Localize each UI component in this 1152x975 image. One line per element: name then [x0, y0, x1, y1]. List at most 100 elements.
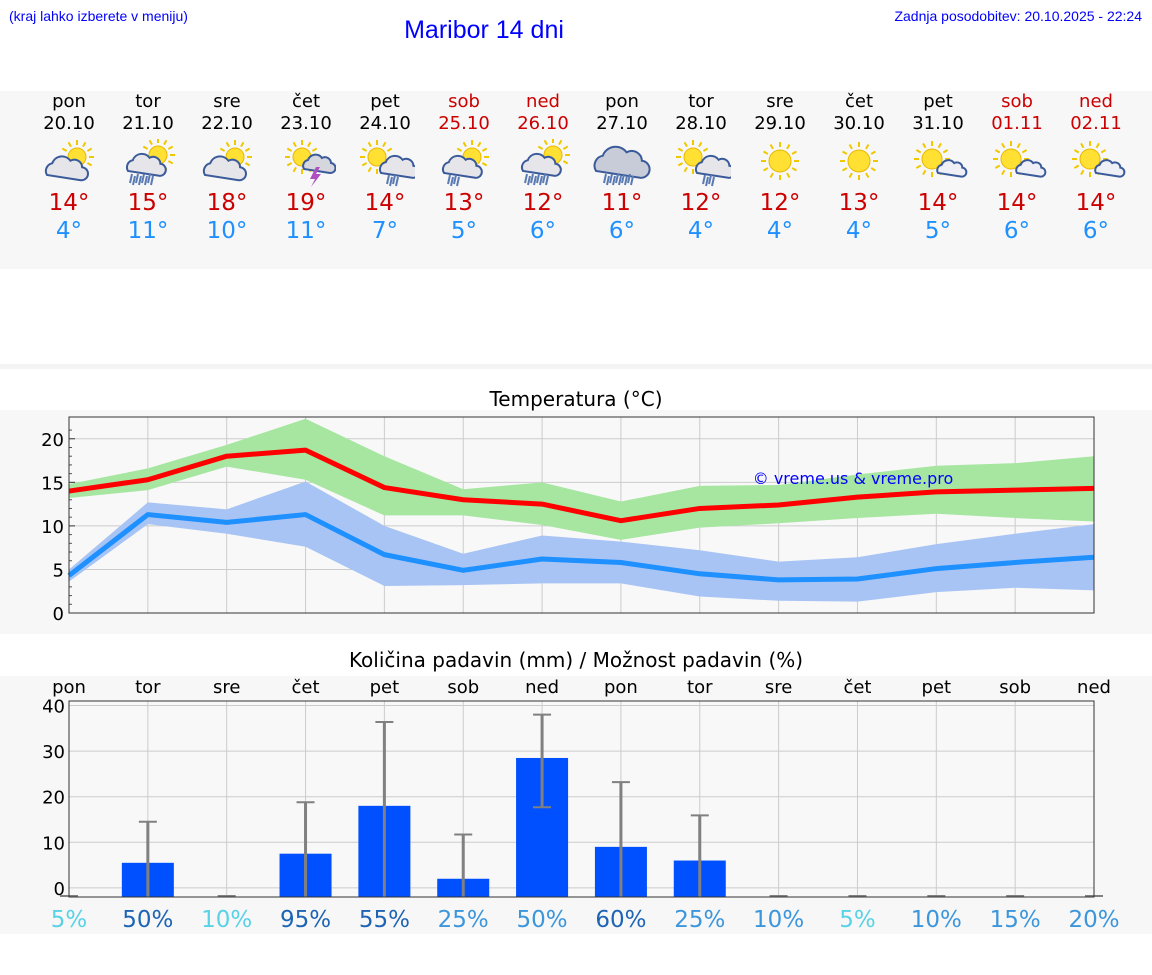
x-category-label: pon	[52, 677, 86, 698]
plot-frame	[68, 700, 1095, 898]
x-category-label: sob	[447, 677, 479, 698]
max-temp: 13°	[838, 190, 880, 216]
min-temp: 5°	[924, 218, 952, 244]
sun-icon	[761, 142, 799, 180]
min-temp-range-band	[69, 481, 1094, 602]
y-tick-label: 10	[41, 517, 64, 538]
x-category-label: ned	[525, 677, 559, 698]
max-temp: 12°	[759, 190, 801, 216]
x-category-label: pet	[922, 677, 952, 698]
y-tick-label: 30	[42, 742, 65, 763]
separator	[0, 364, 1152, 369]
y-tick-label: 20	[42, 788, 65, 809]
plot-area	[69, 701, 1094, 897]
max-temp: 15°	[127, 190, 169, 216]
day-name: pon	[52, 91, 86, 112]
x-category-label: čet	[843, 677, 871, 698]
x-category-label: tor	[135, 677, 161, 698]
min-temp: 10°	[206, 218, 248, 244]
day-column: ned 02.11 14° 6°	[1056, 91, 1136, 245]
day-column: pet 31.10 14° 5°	[898, 91, 978, 245]
precip-probability-label: 25%	[438, 907, 489, 933]
min-temp: 4°	[766, 218, 794, 244]
max-temp: 14°	[917, 190, 959, 216]
day-name: tor	[688, 91, 714, 112]
min-temp: 6°	[1003, 218, 1031, 244]
precip-probability-label: 95%	[280, 907, 331, 933]
min-temp: 4°	[55, 218, 83, 244]
precip-probability-label: 20%	[1068, 907, 1119, 933]
day-column: čet 23.10 19° 11°	[266, 91, 346, 245]
max-temp: 11°	[601, 190, 643, 216]
max-temp: 18°	[206, 190, 248, 216]
y-tick-label: 5	[53, 560, 64, 581]
precip-probability-label: 50%	[517, 907, 568, 933]
watermark: © vreme.us & vreme.pro	[753, 469, 954, 488]
min-temp: 6°	[529, 218, 557, 244]
x-category-label: sre	[213, 677, 240, 698]
day-column: sre 22.10 18° 10°	[187, 91, 267, 245]
max-temp: 14°	[996, 190, 1038, 216]
y-tick-label: 10	[42, 833, 65, 854]
x-category-label: pon	[604, 677, 638, 698]
day-name: pon	[605, 91, 639, 112]
precip-probability-label: 5%	[839, 907, 876, 933]
day-date: 22.10	[201, 113, 253, 134]
y-tick-label: 40	[42, 697, 65, 718]
min-temp: 4°	[845, 218, 873, 244]
day-name: tor	[135, 91, 161, 112]
max-temp: 14°	[364, 190, 406, 216]
min-temp: 11°	[285, 218, 327, 244]
day-name: ned	[526, 91, 560, 112]
page-title: Maribor 14 dni	[404, 16, 564, 44]
partly-cloudy-icon	[44, 140, 94, 182]
min-temp: 6°	[1082, 218, 1110, 244]
day-column: čet 30.10 13° 4°	[819, 91, 899, 245]
max-temp: 14°	[1075, 190, 1117, 216]
sun-icon	[840, 142, 878, 180]
day-name: ned	[1079, 91, 1113, 112]
day-date: 02.11	[1070, 113, 1122, 134]
precipitation-chart-title: Količina padavin (mm) / Možnost padavin …	[348, 648, 804, 672]
day-column: ned 26.10 12° 6°	[503, 91, 583, 245]
sun-cloud-rain-icon	[676, 140, 731, 187]
y-tick-label: 0	[53, 604, 64, 625]
x-category-label: čet	[292, 677, 320, 698]
day-name: čet	[291, 91, 321, 112]
precip-probability-label: 60%	[595, 907, 646, 933]
min-temp: 6°	[608, 218, 636, 244]
location-menu-hint: (kraj lahko izberete v meniju)	[9, 8, 188, 24]
precip-probability-label: 50%	[122, 907, 173, 933]
precip-probability-label: 5%	[51, 907, 88, 933]
temperature-chart: 0 5 10 15 20 © vreme.us & vreme.pro	[41, 416, 1095, 625]
day-date: 23.10	[280, 113, 332, 134]
plot-frame	[68, 416, 1095, 614]
day-column: pet 24.10 14° 7°	[345, 91, 425, 245]
max-temp: 12°	[522, 190, 564, 216]
sun-cloud-light-rain-icon	[441, 140, 489, 187]
day-date: 27.10	[596, 113, 648, 134]
min-temp: 7°	[371, 218, 399, 244]
cloudy-rain-sun-icon	[520, 139, 570, 186]
min-temp: 4°	[687, 218, 715, 244]
max-temp: 14°	[48, 190, 90, 216]
day-date: 31.10	[912, 113, 964, 134]
day-column: tor 21.10 15° 11°	[108, 91, 188, 245]
sun-thunderstorm-icon	[285, 140, 336, 187]
forecast-strip	[0, 91, 1152, 269]
day-column: pon 27.10 11° 6°	[582, 91, 662, 245]
day-name: čet	[844, 91, 874, 112]
sun-small-cloud-icon	[914, 141, 968, 178]
day-date: 28.10	[675, 113, 727, 134]
x-category-label: sre	[765, 677, 792, 698]
day-name: sob	[448, 91, 480, 112]
day-column: sob 01.11 14° 6°	[977, 91, 1057, 245]
day-name: pet	[370, 91, 400, 112]
sun-small-cloud-icon	[1072, 141, 1126, 178]
min-temp: 5°	[450, 218, 478, 244]
temperature-chart-title: Temperatura (°C)	[489, 387, 663, 411]
max-temp: 19°	[285, 190, 327, 216]
precip-probability-label: 10%	[911, 907, 962, 933]
day-date: 24.10	[359, 113, 411, 134]
